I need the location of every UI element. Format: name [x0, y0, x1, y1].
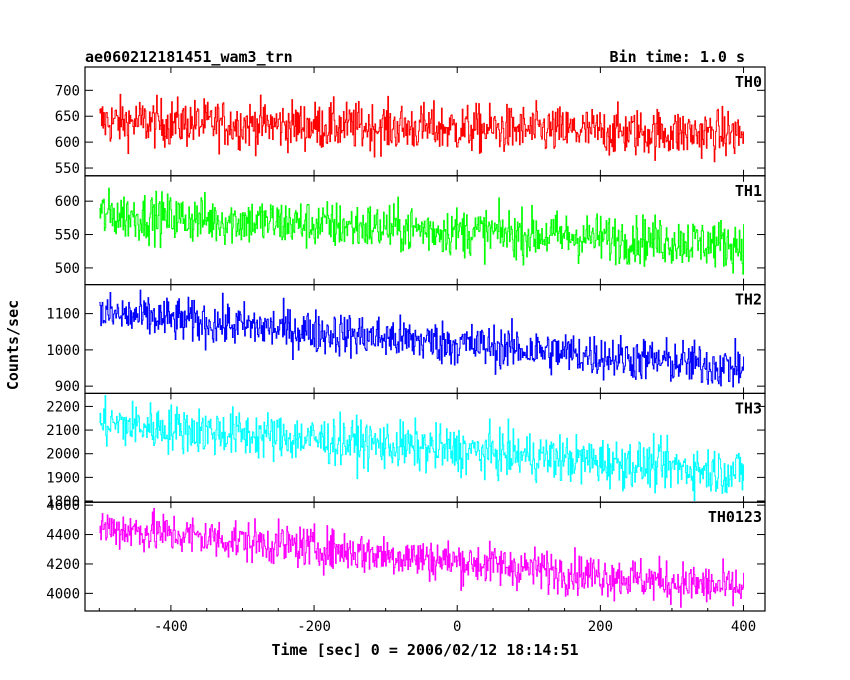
panel-frame [84, 501, 766, 612]
y-tick-label: 1900 [46, 470, 80, 486]
y-tick-label: 2000 [46, 447, 80, 463]
series-line-th0 [99, 93, 745, 163]
y-tick-label: 4600 [46, 498, 80, 514]
x-axis: -400 -200 0 200 400 [98, 608, 756, 635]
panel-th0: 550 600 650 700 TH0 [55, 66, 766, 177]
panel-label-th1: TH1 [735, 182, 762, 200]
panel-th2: 900 1000 1100 TH2 [46, 284, 766, 395]
panels: 550 600 650 700 TH0 500 550 600 TH1 900 1000 1100 TH… [46, 66, 766, 612]
x-tick-label: -400 [154, 619, 188, 635]
y-tick-label: 1000 [46, 343, 80, 359]
panel-th3: 1800 1900 2000 2100 2200 TH3 [46, 392, 766, 510]
x-tick-label: 0 [453, 619, 461, 635]
series-line-th0123 [99, 507, 745, 608]
y-tick-label: 4400 [46, 528, 80, 544]
y-tick-label: 1100 [46, 307, 80, 323]
y-tick-label: 550 [55, 228, 80, 244]
y-axis-label: Counts/sec [4, 300, 22, 390]
x-tick-label: 200 [588, 619, 613, 635]
series-line-th2 [99, 289, 745, 388]
y-tick-label: 2100 [46, 423, 80, 439]
series-line-th3 [99, 395, 745, 501]
panel-label-th0123: TH0123 [708, 508, 762, 526]
series-line-th1 [99, 187, 745, 275]
chart-title: ae060212181451_wam3_trn [85, 48, 293, 66]
y-tick-label: 600 [55, 194, 80, 210]
y-tick-label: 550 [55, 161, 80, 177]
chart-subtitle: Bin time: 1.0 s [610, 48, 745, 66]
y-tick-label: 700 [55, 83, 80, 99]
panel-th1: 500 550 600 TH1 [55, 175, 766, 286]
x-tick-label: 400 [731, 619, 756, 635]
y-tick-label: 500 [55, 261, 80, 277]
y-tick-label: 650 [55, 109, 80, 125]
panel-label-th2: TH2 [735, 291, 762, 309]
x-axis-label: Time [sec] 0 = 2006/02/12 18:14:51 [271, 641, 578, 659]
y-tick-label: 600 [55, 135, 80, 151]
y-tick-label: 4200 [46, 557, 80, 573]
panel-label-th0: TH0 [735, 73, 762, 91]
panel-th0123: 4000 4200 4400 4600 TH0123 [46, 498, 766, 612]
y-tick-label: 1800 [46, 494, 80, 510]
y-tick-label: 2200 [46, 399, 80, 415]
y-tick-label: 900 [55, 379, 80, 395]
y-tick-label: 4000 [46, 586, 80, 602]
panel-label-th3: TH3 [735, 399, 762, 417]
x-tick-label: -200 [297, 619, 331, 635]
